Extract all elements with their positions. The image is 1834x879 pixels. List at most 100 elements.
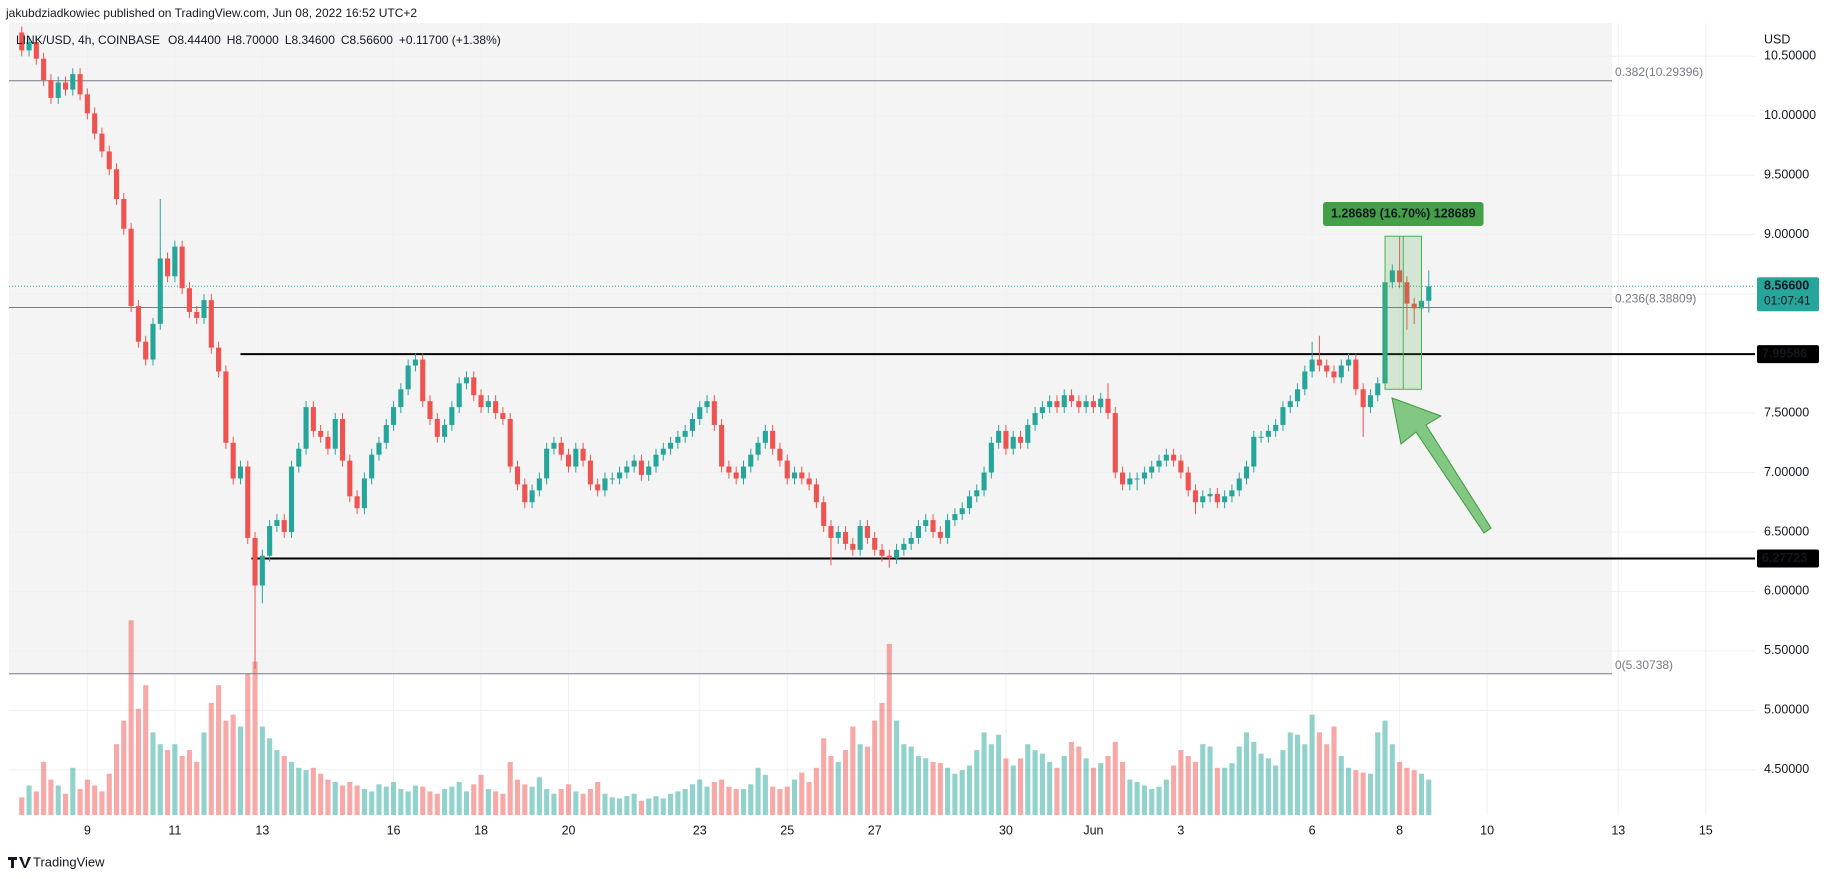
candle-body xyxy=(1025,424,1031,443)
volume-bar xyxy=(660,798,666,815)
volume-bar xyxy=(405,791,411,815)
candle-body xyxy=(434,419,440,437)
candle-body xyxy=(1003,430,1009,449)
volume-bar xyxy=(113,744,120,815)
y-tick-label: 6.50000 xyxy=(1764,524,1809,538)
candle-body xyxy=(857,526,863,550)
volume-bar xyxy=(318,773,324,815)
volume-bar xyxy=(1280,750,1286,815)
volume-bar xyxy=(1047,761,1053,815)
volume-bar xyxy=(1222,767,1228,815)
candle-body xyxy=(1367,395,1373,408)
volume-bar xyxy=(354,785,360,815)
candle-body xyxy=(1397,270,1403,283)
volume-bar xyxy=(1375,732,1381,815)
volume-bar xyxy=(376,784,382,815)
volume-bar xyxy=(653,796,659,815)
volume-bar xyxy=(1353,770,1359,815)
volume-bar xyxy=(1426,779,1432,815)
candle-body xyxy=(558,442,564,455)
volume-bar xyxy=(1324,744,1330,815)
volume-bar xyxy=(463,791,470,815)
volume-bar xyxy=(303,770,309,815)
logo xyxy=(8,857,31,868)
candle-body xyxy=(864,526,870,538)
candle-body xyxy=(1229,490,1235,497)
volume-bar xyxy=(1192,761,1199,815)
volume-bar xyxy=(507,761,513,815)
candle-body xyxy=(981,472,987,491)
candle-body xyxy=(245,466,251,538)
candle-body xyxy=(551,442,557,449)
volume-bar xyxy=(128,620,134,815)
volume-bar xyxy=(92,785,98,815)
candle-body xyxy=(617,472,623,479)
candle-body xyxy=(988,442,994,473)
volume-bar xyxy=(442,789,448,815)
y-tick-label: 9.50000 xyxy=(1764,168,1809,182)
y-tick-label: 6.00000 xyxy=(1764,584,1809,598)
candle-body xyxy=(529,490,535,503)
volume-bar xyxy=(689,784,696,815)
volume-bar xyxy=(522,784,528,815)
candle-body xyxy=(361,478,367,509)
volume-bar xyxy=(259,726,265,815)
candle-body xyxy=(325,436,331,449)
x-tick-label: 6 xyxy=(1309,823,1316,837)
candle-body xyxy=(303,407,309,449)
candle-body xyxy=(449,407,455,425)
volume-bar xyxy=(821,738,827,815)
candle-body xyxy=(879,549,885,556)
volume-bar xyxy=(668,793,674,815)
candle-body xyxy=(704,401,710,408)
fib-zone xyxy=(9,23,1612,674)
measure-label-box xyxy=(1322,202,1484,226)
currency: USD xyxy=(1764,32,1790,46)
volume-bar xyxy=(1171,765,1177,815)
volume-bar xyxy=(1207,746,1213,815)
level-label: 7.99586 xyxy=(1762,346,1807,360)
candle-body xyxy=(1200,496,1206,503)
volume-bar xyxy=(252,661,258,815)
candle-body xyxy=(580,448,586,461)
volume-bar xyxy=(84,779,90,815)
candle-body xyxy=(668,442,674,449)
volume-bar xyxy=(1397,761,1403,815)
candle-body xyxy=(165,258,171,277)
volume-bar xyxy=(1017,758,1024,815)
volume-bar xyxy=(1309,714,1315,815)
x-tick-label: 27 xyxy=(868,823,882,837)
volume-bar xyxy=(1112,741,1118,815)
candle-body xyxy=(1010,436,1016,449)
candle-body xyxy=(223,371,229,443)
candle-body xyxy=(296,448,302,467)
candle-body xyxy=(208,300,214,348)
volume-bar xyxy=(216,685,222,815)
candle-body xyxy=(1149,466,1155,473)
ohlc-value: +0.11700 (+1.38%) xyxy=(399,33,501,47)
volume-bar xyxy=(172,744,178,815)
volume-bar xyxy=(398,789,404,815)
volume-bar xyxy=(996,734,1002,815)
volume-bar xyxy=(150,732,156,815)
candle-body xyxy=(1120,472,1126,485)
volume-bar xyxy=(565,784,572,815)
volume-bar xyxy=(1054,767,1060,815)
volume-bar xyxy=(208,702,214,815)
candle-body xyxy=(894,549,900,559)
x-tick-label: 30 xyxy=(999,823,1013,837)
volume-bar xyxy=(886,643,892,815)
candle-body xyxy=(952,514,958,521)
candle-body xyxy=(405,365,411,390)
candle-body xyxy=(1098,398,1104,408)
volume-bar xyxy=(828,756,834,815)
volume-bar xyxy=(1236,746,1242,815)
candle-body xyxy=(719,424,725,467)
candle-body xyxy=(456,383,462,408)
volume-bar xyxy=(595,781,601,815)
volume-bar xyxy=(1382,720,1388,815)
volume-bar xyxy=(1389,744,1395,815)
candle-body xyxy=(733,472,739,479)
volume-bar xyxy=(609,797,615,815)
candle-body xyxy=(872,537,878,550)
